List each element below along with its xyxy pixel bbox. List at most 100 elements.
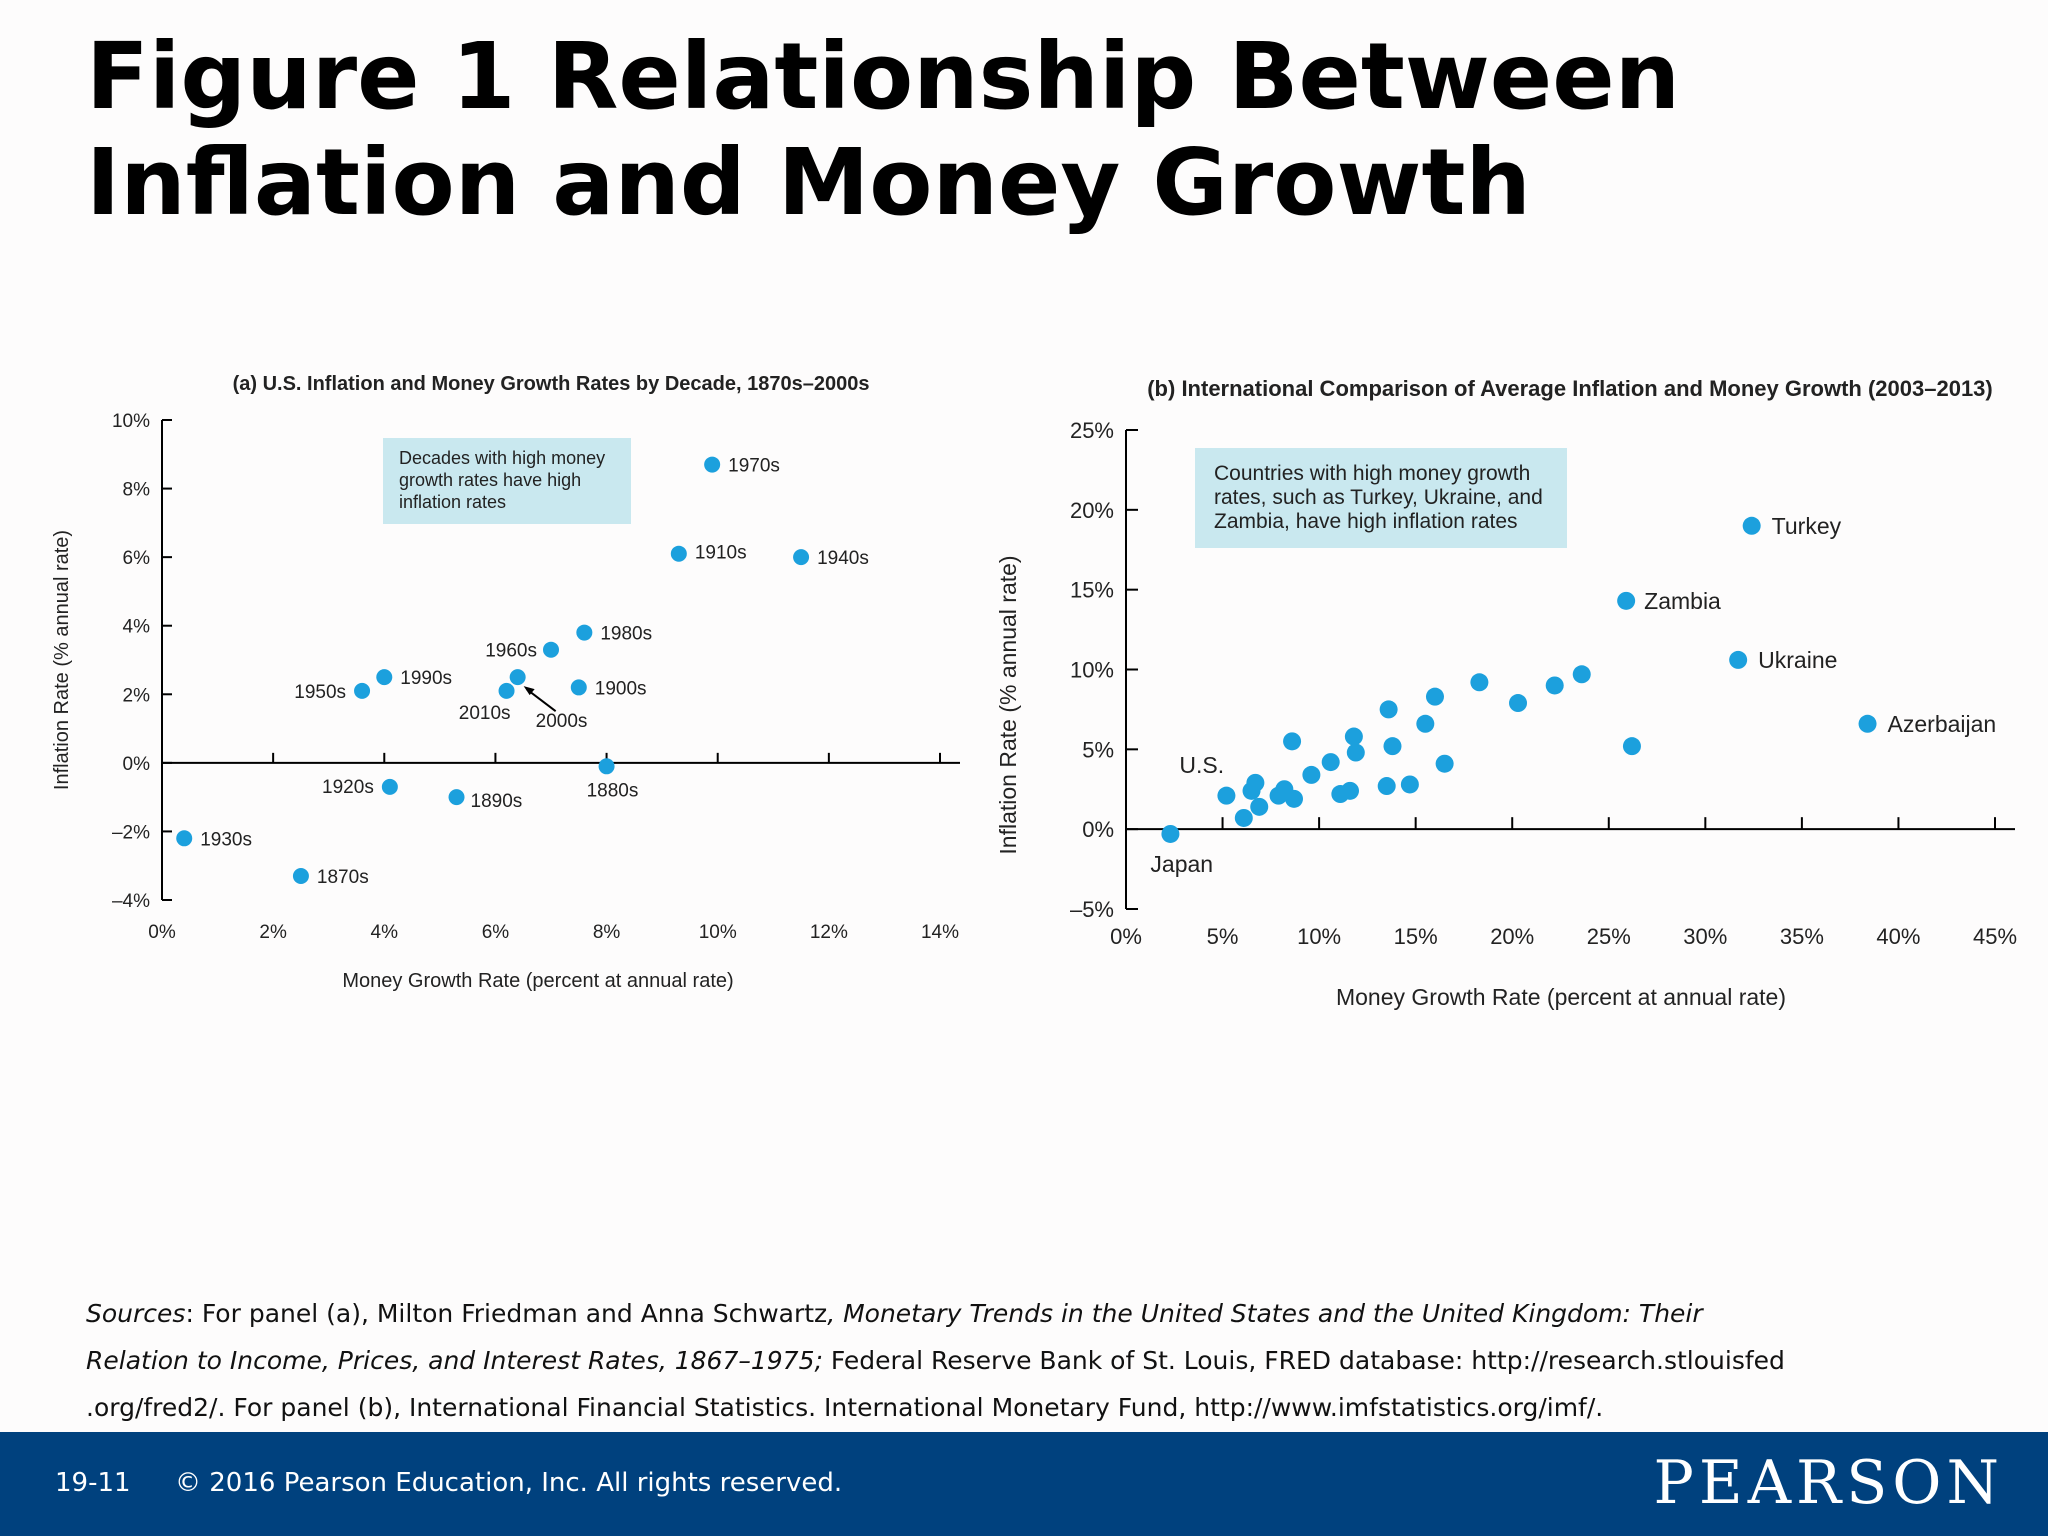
chart-a-point-label: 1950s	[294, 682, 346, 703]
chart-a-y-axis-label: Inflation Rate (% annual rate)	[51, 530, 73, 790]
chart-b-point	[1377, 777, 1396, 796]
chart-b-point	[1344, 727, 1363, 746]
chart-b-point	[1234, 808, 1253, 827]
chart-panel-b: (b) International Comparison of Average …	[995, 376, 2017, 1010]
chart-b-point	[1285, 789, 1304, 808]
chart-a-point-label: 2010s	[459, 703, 511, 724]
chart-a-point	[576, 624, 593, 641]
chart-b-y-tick-label: 0%	[1082, 817, 1114, 842]
chart-a-x-tick-label: 12%	[810, 922, 848, 943]
sources-label: Sources	[86, 1299, 186, 1328]
chart-a-y-tick-label: 4%	[123, 617, 151, 638]
chart-a-point-label: 1870s	[317, 867, 369, 888]
chart-a-point-label: 1920s	[322, 777, 374, 798]
slide-title-line1: Figure 1 Relationship Between	[86, 23, 1681, 130]
sources-note: Sources: For panel (a), Milton Friedman …	[86, 1290, 1986, 1431]
chart-b-y-tick-label: 15%	[1070, 578, 1114, 603]
chart-b-point-label: Turkey	[1772, 513, 1842, 539]
chart-b-point	[1400, 775, 1419, 794]
sources-text-1: : For panel (a), Milton Friedman and Ann…	[185, 1299, 828, 1328]
chart-a-point	[704, 456, 721, 473]
chart-a-annotation-text: inflation rates	[399, 492, 506, 512]
chart-b-annotation-text: Countries with high money growth	[1214, 462, 1530, 485]
chart-b-point	[1509, 694, 1528, 713]
chart-b-point	[1161, 824, 1180, 843]
chart-b-point	[1435, 754, 1454, 773]
chart-a-point	[598, 758, 615, 775]
chart-b-x-tick-label: 0%	[1110, 924, 1142, 949]
chart-a-y-tick-label: 2%	[123, 685, 151, 706]
chart-a-point	[292, 868, 309, 884]
chart-b-point	[1346, 743, 1365, 762]
chart-a-y-tick-label: –4%	[112, 891, 150, 912]
chart-a-point	[793, 549, 810, 566]
chart-b-x-tick-label: 15%	[1394, 924, 1438, 949]
chart-a-point	[354, 682, 371, 699]
chart-a-point-label: 2000s	[536, 711, 588, 732]
copyright-text: © 2016 Pearson Education, Inc. All right…	[175, 1468, 843, 1498]
chart-a-point-label: 1910s	[695, 543, 747, 564]
chart-b-point	[1341, 781, 1360, 800]
chart-b-x-axis-label: Money Growth Rate (percent at annual rat…	[1336, 984, 1786, 1010]
chart-a-point	[176, 830, 193, 847]
chart-a-point-label: 1900s	[595, 678, 647, 699]
chart-b-point	[1379, 700, 1398, 719]
chart-a-point-label: 1890s	[471, 791, 523, 812]
chart-a-y-tick-label: 0%	[123, 754, 151, 775]
chart-a-point-label: 1980s	[600, 624, 652, 645]
chart-a-y-tick-label: 8%	[123, 480, 151, 501]
chart-a-point	[376, 669, 393, 686]
chart-b-point	[1425, 687, 1444, 706]
chart-b-point-label: Japan	[1150, 851, 1213, 877]
chart-b-y-tick-label: 10%	[1070, 658, 1114, 683]
chart-b-x-tick-label: 25%	[1587, 924, 1631, 949]
chart-b-point	[1742, 516, 1761, 535]
chart-b-point	[1321, 753, 1340, 772]
chart-b-point	[1217, 786, 1236, 805]
chart-a-annotation-box	[383, 438, 631, 524]
pearson-logo: PEARSON	[1653, 1448, 2004, 1518]
chart-a-callout-arrowhead	[523, 686, 535, 696]
chart-a-point	[509, 669, 526, 686]
chart-b-x-tick-label: 10%	[1297, 924, 1341, 949]
chart-a-x-tick-label: 6%	[482, 922, 510, 943]
chart-a-x-tick-label: 2%	[259, 922, 287, 943]
chart-b-point	[1622, 737, 1641, 756]
chart-b-annotation-text: Zambia, have high inflation rates	[1214, 510, 1518, 533]
slide-title-line2: Inflation and Money Growth	[86, 129, 1531, 236]
chart-b-annotation-box	[1195, 448, 1567, 548]
chart-a-point-label: 1990s	[400, 668, 452, 689]
chart-a-point-label: 1970s	[728, 456, 780, 477]
chart-b-point	[1545, 676, 1564, 695]
slide-number: 19-11	[55, 1468, 131, 1498]
chart-a-point	[570, 679, 587, 696]
chart-a-annotation-text: growth rates have high	[399, 470, 581, 490]
chart-b-title: (b) International Comparison of Average …	[1147, 376, 1993, 401]
chart-b-y-axis-label: Inflation Rate (% annual rate)	[995, 555, 1021, 854]
chart-b-point	[1572, 665, 1591, 684]
chart-b-x-tick-label: 5%	[1207, 924, 1239, 949]
chart-b-x-tick-label: 20%	[1490, 924, 1534, 949]
chart-b-point	[1416, 714, 1435, 733]
chart-b-point	[1729, 650, 1748, 669]
chart-a-y-tick-label: 10%	[112, 411, 150, 432]
sources-italic-2: Relation to Income, Prices, and Interest…	[86, 1346, 823, 1375]
chart-a-point-label: 1880s	[587, 780, 639, 801]
sources-text-2: Federal Reserve Bank of St. Louis, FRED …	[822, 1346, 1785, 1375]
chart-a-y-tick-label: 6%	[123, 548, 151, 569]
chart-b-point	[1383, 737, 1402, 756]
chart-b-x-tick-label: 35%	[1780, 924, 1824, 949]
chart-b-point-label: Azerbaijan	[1888, 711, 1997, 737]
chart-b-x-tick-label: 45%	[1973, 924, 2017, 949]
chart-b-point	[1470, 673, 1489, 692]
chart-b-y-tick-label: –5%	[1070, 897, 1114, 922]
chart-a-annotation-text: Decades with high money	[399, 448, 605, 468]
chart-a-point-label: 1960s	[485, 641, 537, 662]
chart-b-x-tick-label: 40%	[1876, 924, 1920, 949]
chart-b-point	[1858, 714, 1877, 733]
footer-bar: 19-11 © 2016 Pearson Education, Inc. All…	[0, 1432, 2048, 1536]
chart-b-point	[1283, 732, 1302, 751]
chart-a-x-tick-label: 0%	[148, 922, 176, 943]
sources-text-3: .org/fred2/. For panel (b), Internationa…	[86, 1393, 1604, 1422]
chart-panel-a: (a) U.S. Inflation and Money Growth Rate…	[51, 373, 960, 992]
